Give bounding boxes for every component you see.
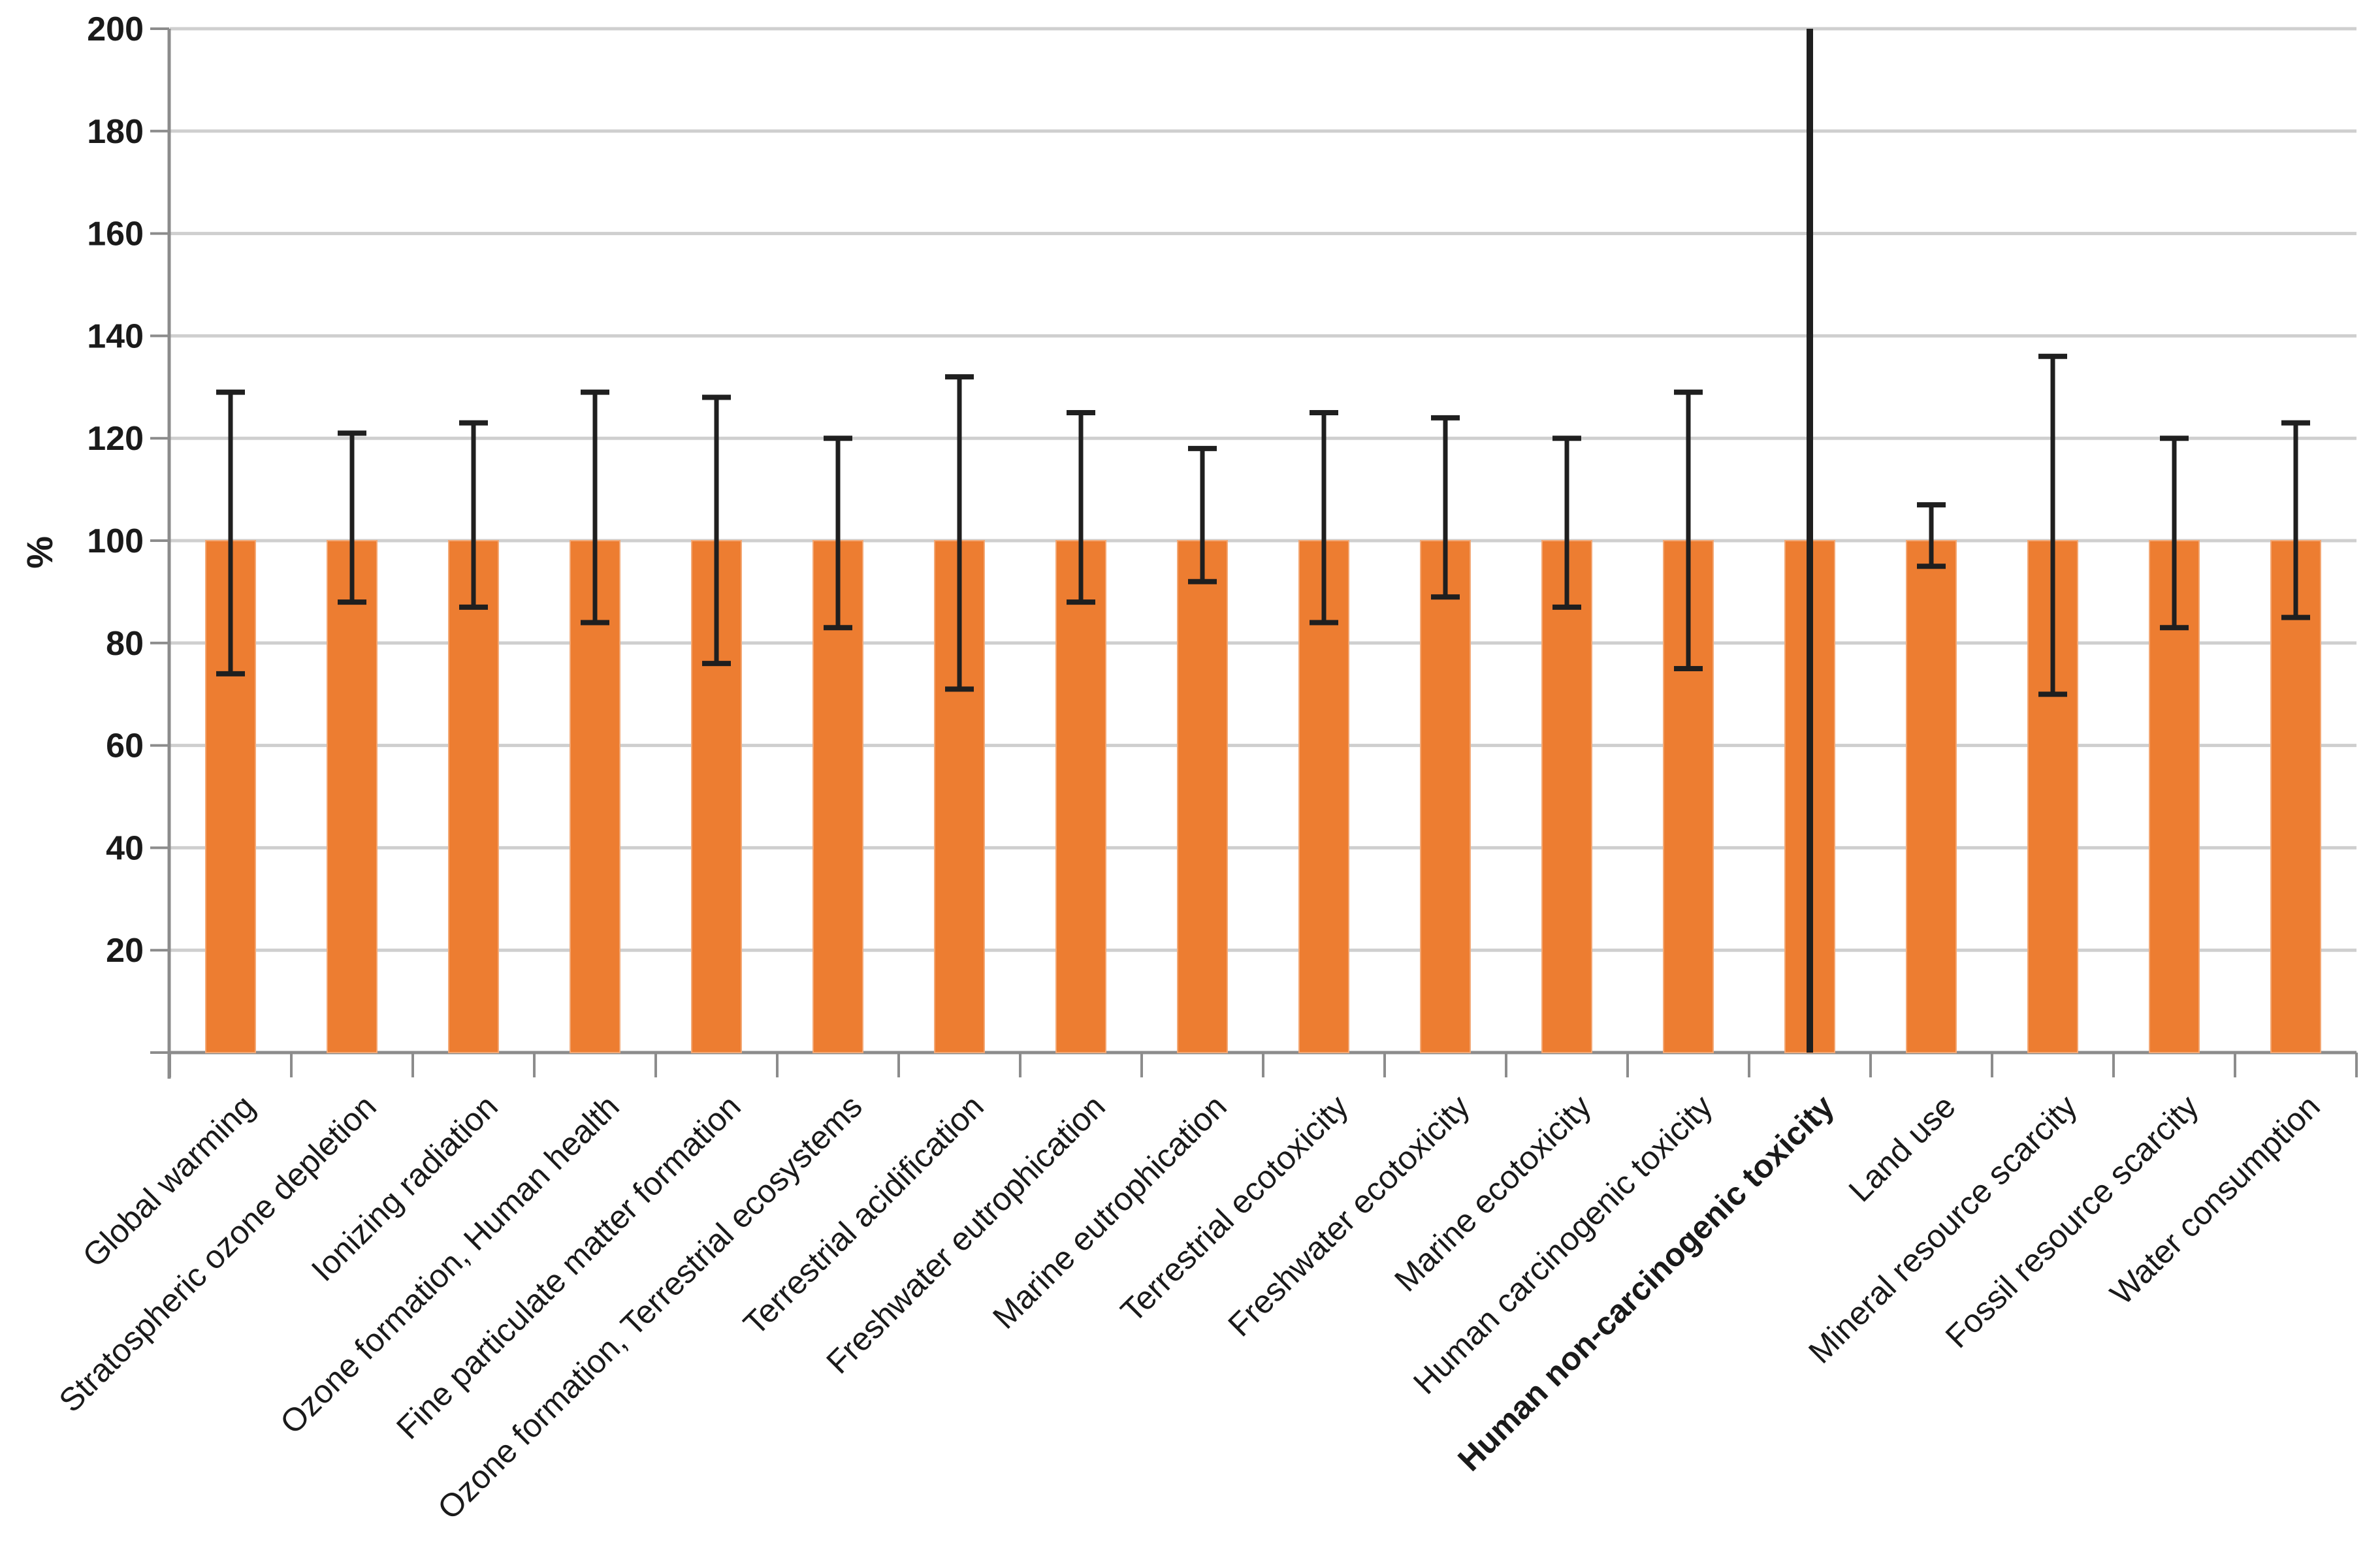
y-axis-title: % xyxy=(19,536,60,569)
y-tick-label: 100 xyxy=(87,522,144,560)
x-category-label: Fossil resource scarcity xyxy=(1938,1088,2206,1355)
y-tick-label: 180 xyxy=(87,113,144,151)
bar xyxy=(570,540,620,1053)
bar xyxy=(1541,540,1592,1053)
x-category-label: Ozone formation, Terrestrial ecosystems xyxy=(430,1088,869,1527)
x-category-label: Terrestrial acidification xyxy=(736,1088,990,1342)
y-tick-label: 40 xyxy=(106,829,144,867)
x-category-label: Terrestrial ecotoxicity xyxy=(1114,1088,1355,1329)
y-tick-label: 160 xyxy=(87,215,144,253)
bar xyxy=(327,540,378,1053)
x-category-label: Land use xyxy=(1842,1088,1963,1209)
y-tick-label: 80 xyxy=(106,625,144,663)
bar xyxy=(1906,540,1957,1053)
bar xyxy=(448,540,499,1053)
y-tick-label: 60 xyxy=(106,727,144,765)
x-category-label: Marine eutrophication xyxy=(986,1088,1234,1336)
y-tick-label: 120 xyxy=(87,420,144,458)
x-category-label: Freshwater ecotoxicity xyxy=(1221,1088,1476,1343)
y-tick-label: 200 xyxy=(87,10,144,48)
bar xyxy=(1055,540,1106,1053)
bar xyxy=(2270,540,2321,1053)
bar xyxy=(1298,540,1349,1053)
y-tick-label: 20 xyxy=(106,932,144,970)
x-category-label: Water consumption xyxy=(2103,1088,2327,1312)
bar xyxy=(1420,540,1471,1053)
bar xyxy=(1177,540,1228,1053)
y-tick-label: 140 xyxy=(87,317,144,355)
